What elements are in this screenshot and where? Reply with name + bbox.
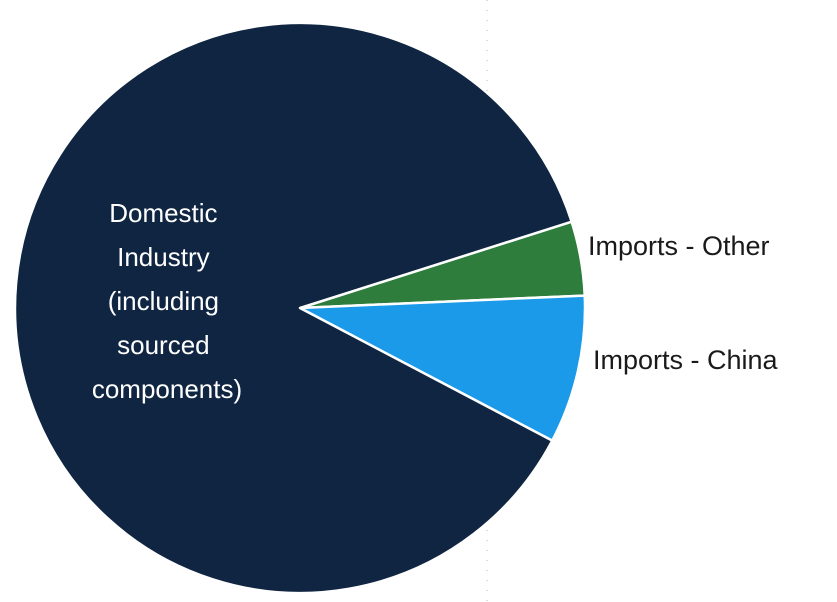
- pie-slice-imports-china: [298, 294, 587, 442]
- pie-slice-domestic-industry-including-sourced-components: [13, 21, 573, 595]
- slice-label-line: Industry: [117, 242, 210, 272]
- pie-slices: [13, 21, 587, 595]
- slice-label-line: Imports - Other: [588, 231, 770, 261]
- slice-label-line: Domestic: [109, 198, 217, 228]
- slice-label-line: Imports - China: [593, 345, 779, 375]
- slice-label-imports-china: Imports - China: [593, 345, 779, 375]
- slice-label-domestic-industry: Domestic Industry (including sourced com…: [92, 198, 242, 404]
- slice-label-line: components): [92, 374, 242, 404]
- slice-label-imports-other: Imports - Other: [588, 231, 770, 261]
- slice-label-line: sourced: [117, 330, 210, 360]
- slice-label-line: (including: [108, 286, 219, 316]
